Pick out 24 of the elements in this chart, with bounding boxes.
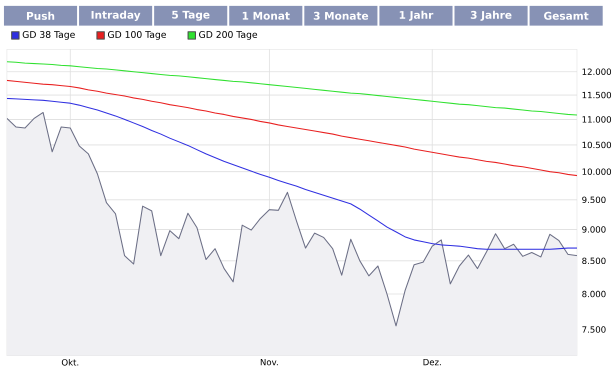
y-tick-label: 8.500	[582, 257, 606, 264]
y-tick-label: 9.000	[582, 226, 606, 232]
x-tick-label: Okt.	[62, 358, 78, 366]
text: 1 Monat	[242, 12, 290, 20]
y-tick-label: 10.000	[582, 168, 612, 175]
text: Gesamt	[544, 12, 588, 20]
y-tick-label: 10.500	[582, 141, 612, 148]
legend-label: GD 38 Tage	[22, 30, 75, 40]
legend-label: GD 200 Tage	[199, 30, 258, 40]
text: Push	[26, 12, 54, 20]
legend-label: GD 100 Tage	[108, 30, 166, 40]
x-tick-label: Nov.	[260, 358, 278, 366]
text: 3 Jahre	[470, 10, 512, 21]
text: 3 Monate	[314, 12, 368, 20]
y-tick-label: 11.500	[582, 92, 612, 98]
y-tick-label: 7.500	[582, 326, 606, 333]
text: 1 Jahr	[400, 10, 434, 21]
x-tick-label: Dez.	[424, 358, 441, 366]
y-tick-label: 12.000	[582, 68, 612, 75]
y-tick-label: 8.000	[582, 290, 606, 298]
y-tick-label: 9.500	[582, 196, 606, 203]
y-tick-label: 11.000	[582, 116, 612, 122]
text: Intraday	[92, 10, 140, 21]
text: 5 Tage	[172, 10, 210, 21]
